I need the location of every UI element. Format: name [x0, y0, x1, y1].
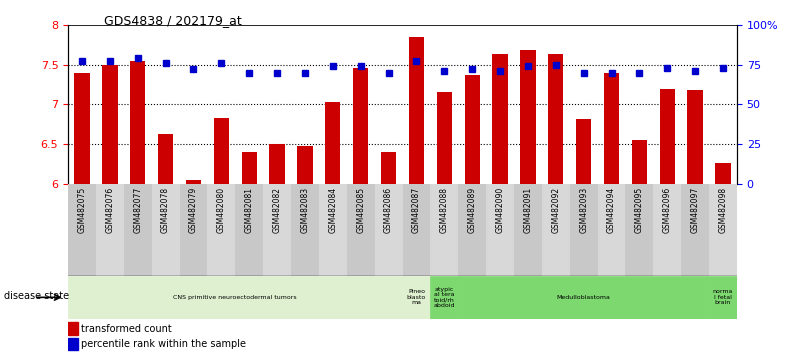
Text: GSM482092: GSM482092: [551, 187, 560, 233]
Text: GSM482080: GSM482080: [217, 187, 226, 233]
Text: GSM482098: GSM482098: [718, 187, 727, 233]
Bar: [207, 184, 235, 276]
Bar: [493, 54, 508, 184]
Text: GSM482095: GSM482095: [635, 187, 644, 233]
Text: GSM482079: GSM482079: [189, 187, 198, 233]
Text: Pineo
blasto
ma: Pineo blasto ma: [407, 290, 426, 305]
Bar: [68, 184, 96, 276]
Bar: [264, 184, 291, 276]
Bar: [709, 184, 737, 276]
Bar: [68, 276, 403, 319]
Bar: [548, 54, 563, 184]
Text: GSM482090: GSM482090: [496, 187, 505, 233]
Bar: [297, 146, 312, 184]
Bar: [458, 276, 709, 319]
Bar: [158, 134, 173, 184]
Text: Medulloblastoma: Medulloblastoma: [557, 295, 610, 300]
Bar: [598, 184, 626, 276]
Text: atypic
al tera
toid/rh
abdoid: atypic al tera toid/rh abdoid: [433, 287, 455, 308]
Text: GSM482085: GSM482085: [356, 187, 365, 233]
Bar: [186, 180, 201, 184]
Bar: [325, 102, 340, 184]
Text: GSM482091: GSM482091: [523, 187, 533, 233]
Text: GSM482089: GSM482089: [468, 187, 477, 233]
Bar: [235, 184, 264, 276]
Bar: [654, 184, 681, 276]
Text: GSM482093: GSM482093: [579, 187, 588, 233]
Bar: [576, 119, 591, 184]
Bar: [681, 184, 709, 276]
Bar: [124, 184, 151, 276]
Bar: [458, 184, 486, 276]
Bar: [541, 184, 570, 276]
Text: GSM482088: GSM482088: [440, 187, 449, 233]
Text: GSM482084: GSM482084: [328, 187, 337, 233]
Text: GSM482082: GSM482082: [272, 187, 282, 233]
Bar: [403, 276, 430, 319]
Text: GSM482077: GSM482077: [133, 187, 143, 233]
Bar: [520, 50, 536, 184]
Bar: [659, 88, 675, 184]
Bar: [96, 184, 124, 276]
Bar: [319, 184, 347, 276]
Bar: [715, 164, 731, 184]
Bar: [437, 92, 452, 184]
Text: GSM482096: GSM482096: [662, 187, 672, 233]
Bar: [214, 118, 229, 184]
Text: GSM482076: GSM482076: [106, 187, 115, 233]
Text: norma
l fetal
brain: norma l fetal brain: [713, 290, 733, 305]
Bar: [632, 140, 647, 184]
Text: GSM482086: GSM482086: [384, 187, 393, 233]
Text: GSM482094: GSM482094: [607, 187, 616, 233]
Bar: [409, 37, 424, 184]
Bar: [430, 276, 458, 319]
Bar: [709, 276, 737, 319]
Bar: [347, 184, 375, 276]
Bar: [103, 64, 118, 184]
Text: GDS4838 / 202179_at: GDS4838 / 202179_at: [104, 14, 242, 27]
Bar: [514, 184, 541, 276]
Text: transformed count: transformed count: [82, 324, 172, 333]
Bar: [626, 184, 654, 276]
Bar: [375, 184, 403, 276]
Bar: [74, 73, 90, 184]
Bar: [242, 152, 257, 184]
Text: percentile rank within the sample: percentile rank within the sample: [82, 339, 247, 349]
Bar: [570, 184, 598, 276]
Text: GSM482087: GSM482087: [412, 187, 421, 233]
Bar: [687, 90, 702, 184]
Text: CNS primitive neuroectodermal tumors: CNS primitive neuroectodermal tumors: [174, 295, 297, 300]
Bar: [68, 322, 78, 335]
Bar: [465, 75, 480, 184]
Bar: [486, 184, 514, 276]
Bar: [179, 184, 207, 276]
Text: GSM482083: GSM482083: [300, 187, 309, 233]
Bar: [130, 61, 146, 184]
Text: disease state: disease state: [4, 291, 69, 301]
Bar: [68, 338, 78, 350]
Text: GSM482097: GSM482097: [690, 187, 699, 233]
Bar: [151, 184, 179, 276]
Bar: [353, 68, 368, 184]
Bar: [604, 73, 619, 184]
Bar: [381, 152, 396, 184]
Bar: [291, 184, 319, 276]
Bar: [269, 144, 285, 184]
Text: GSM482081: GSM482081: [245, 187, 254, 233]
Text: GSM482075: GSM482075: [78, 187, 87, 233]
Bar: [430, 184, 458, 276]
Bar: [403, 184, 430, 276]
Text: GSM482078: GSM482078: [161, 187, 170, 233]
